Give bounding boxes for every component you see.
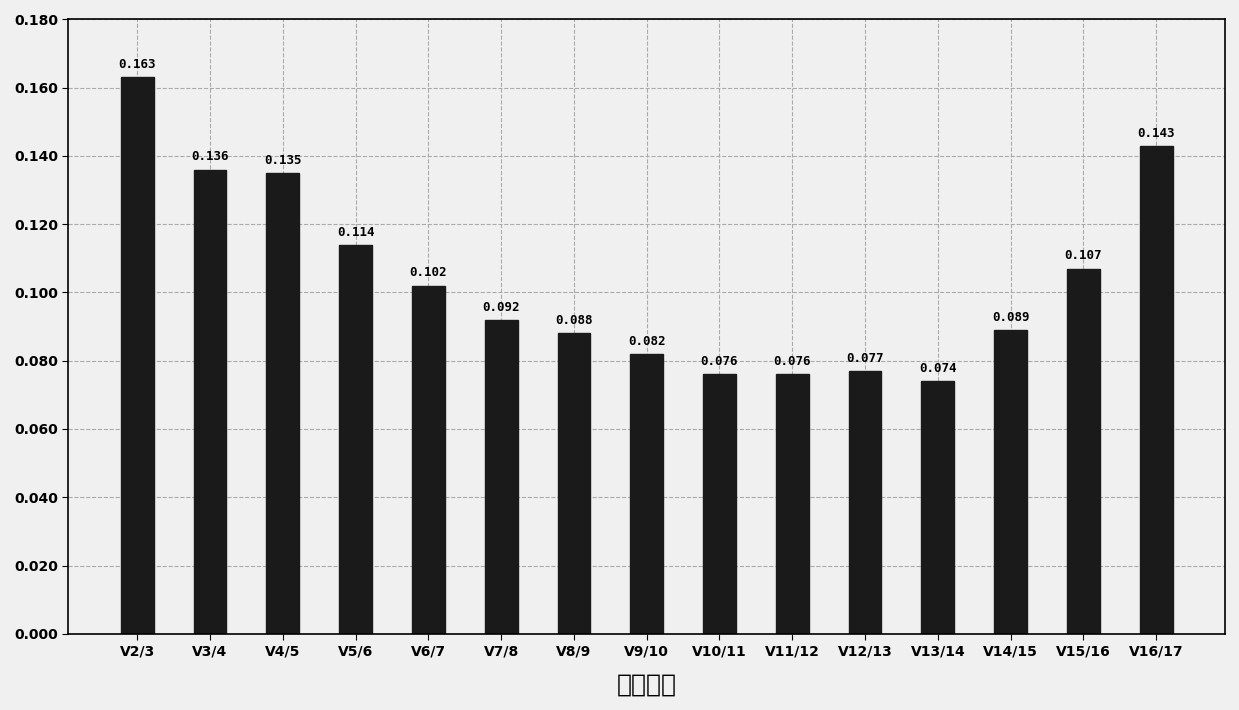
Text: 0.074: 0.074 [919,362,957,375]
Bar [703,374,736,634]
Text: 0.076: 0.076 [701,355,738,368]
Text: 0.114: 0.114 [337,226,374,239]
Text: 0.082: 0.082 [628,334,665,348]
Bar [558,334,590,634]
Text: 0.088: 0.088 [555,315,592,327]
Bar [994,330,1027,634]
Text: 0.136: 0.136 [191,151,229,163]
Text: 0.089: 0.089 [992,311,1030,324]
Bar [1067,268,1100,634]
Bar [339,245,372,634]
Text: 0.077: 0.077 [846,352,883,365]
Bar [121,77,154,634]
Text: 0.076: 0.076 [773,355,812,368]
Text: 0.135: 0.135 [264,154,301,167]
Bar [1140,146,1172,634]
Bar [776,374,809,634]
Text: 0.143: 0.143 [1137,126,1175,140]
Bar [631,354,663,634]
Bar [193,170,227,634]
Bar [484,320,518,634]
Bar [922,381,954,634]
Text: 0.102: 0.102 [410,266,447,280]
Text: 0.092: 0.092 [482,300,520,314]
Text: 0.163: 0.163 [119,58,156,71]
Bar [266,173,299,634]
X-axis label: 成对变化: 成对变化 [617,672,676,696]
Bar [413,285,445,634]
Bar [849,371,881,634]
Text: 0.107: 0.107 [1064,249,1103,263]
